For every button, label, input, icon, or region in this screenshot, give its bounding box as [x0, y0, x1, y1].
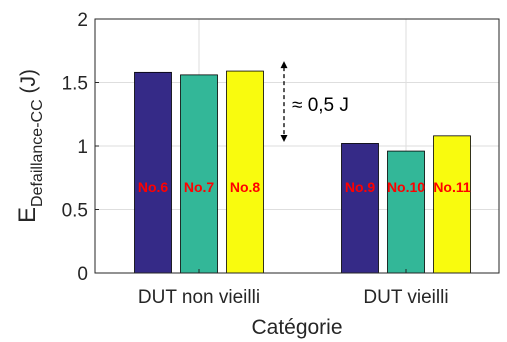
- bar: [134, 71, 172, 274]
- bar-label: No.9: [345, 179, 376, 195]
- bar-labels: No.6 No.7 No.8 No.9 No.10 No.11: [138, 179, 471, 195]
- y-axis-label-main: E: [14, 207, 41, 223]
- y-tick-label: 0: [77, 264, 88, 285]
- bar-label: No.7: [184, 179, 215, 195]
- bar: [433, 135, 471, 274]
- bar: [387, 150, 425, 274]
- bar-label: No.11: [433, 179, 471, 195]
- x-category-label: DUT vieilli: [363, 287, 448, 308]
- bar: [180, 74, 218, 274]
- x-categories: DUT non vieilli DUT vieilli: [138, 269, 449, 308]
- y-tick-label: 1.5: [62, 74, 88, 95]
- annotation: ≈ 0,5 J: [280, 61, 349, 142]
- x-axis-label: Catégorie: [251, 316, 342, 339]
- y-tick-label: 1: [77, 137, 88, 158]
- bar-label: No.6: [138, 179, 169, 195]
- bar-label: No.8: [230, 179, 261, 195]
- y-axis-label-unit: (J): [17, 69, 40, 99]
- bar-label: No.10: [387, 179, 425, 195]
- bars: [134, 70, 471, 274]
- y-ticks: 0 0.5 1 1.5 2: [62, 10, 99, 285]
- bar: [226, 70, 264, 274]
- y-axis-label: EDefaillance-CC (J): [14, 69, 46, 223]
- bar: [341, 143, 379, 274]
- y-axis-label-sub: Defaillance-CC: [29, 99, 46, 207]
- x-category-label: DUT non vieilli: [138, 287, 260, 308]
- y-tick-label: 2: [77, 10, 88, 31]
- annotation-arrow-head-down: [280, 135, 288, 142]
- y-tick-label: 0.5: [62, 201, 88, 222]
- annotation-text: ≈ 0,5 J: [292, 95, 349, 116]
- annotation-arrow-head-up: [280, 61, 288, 69]
